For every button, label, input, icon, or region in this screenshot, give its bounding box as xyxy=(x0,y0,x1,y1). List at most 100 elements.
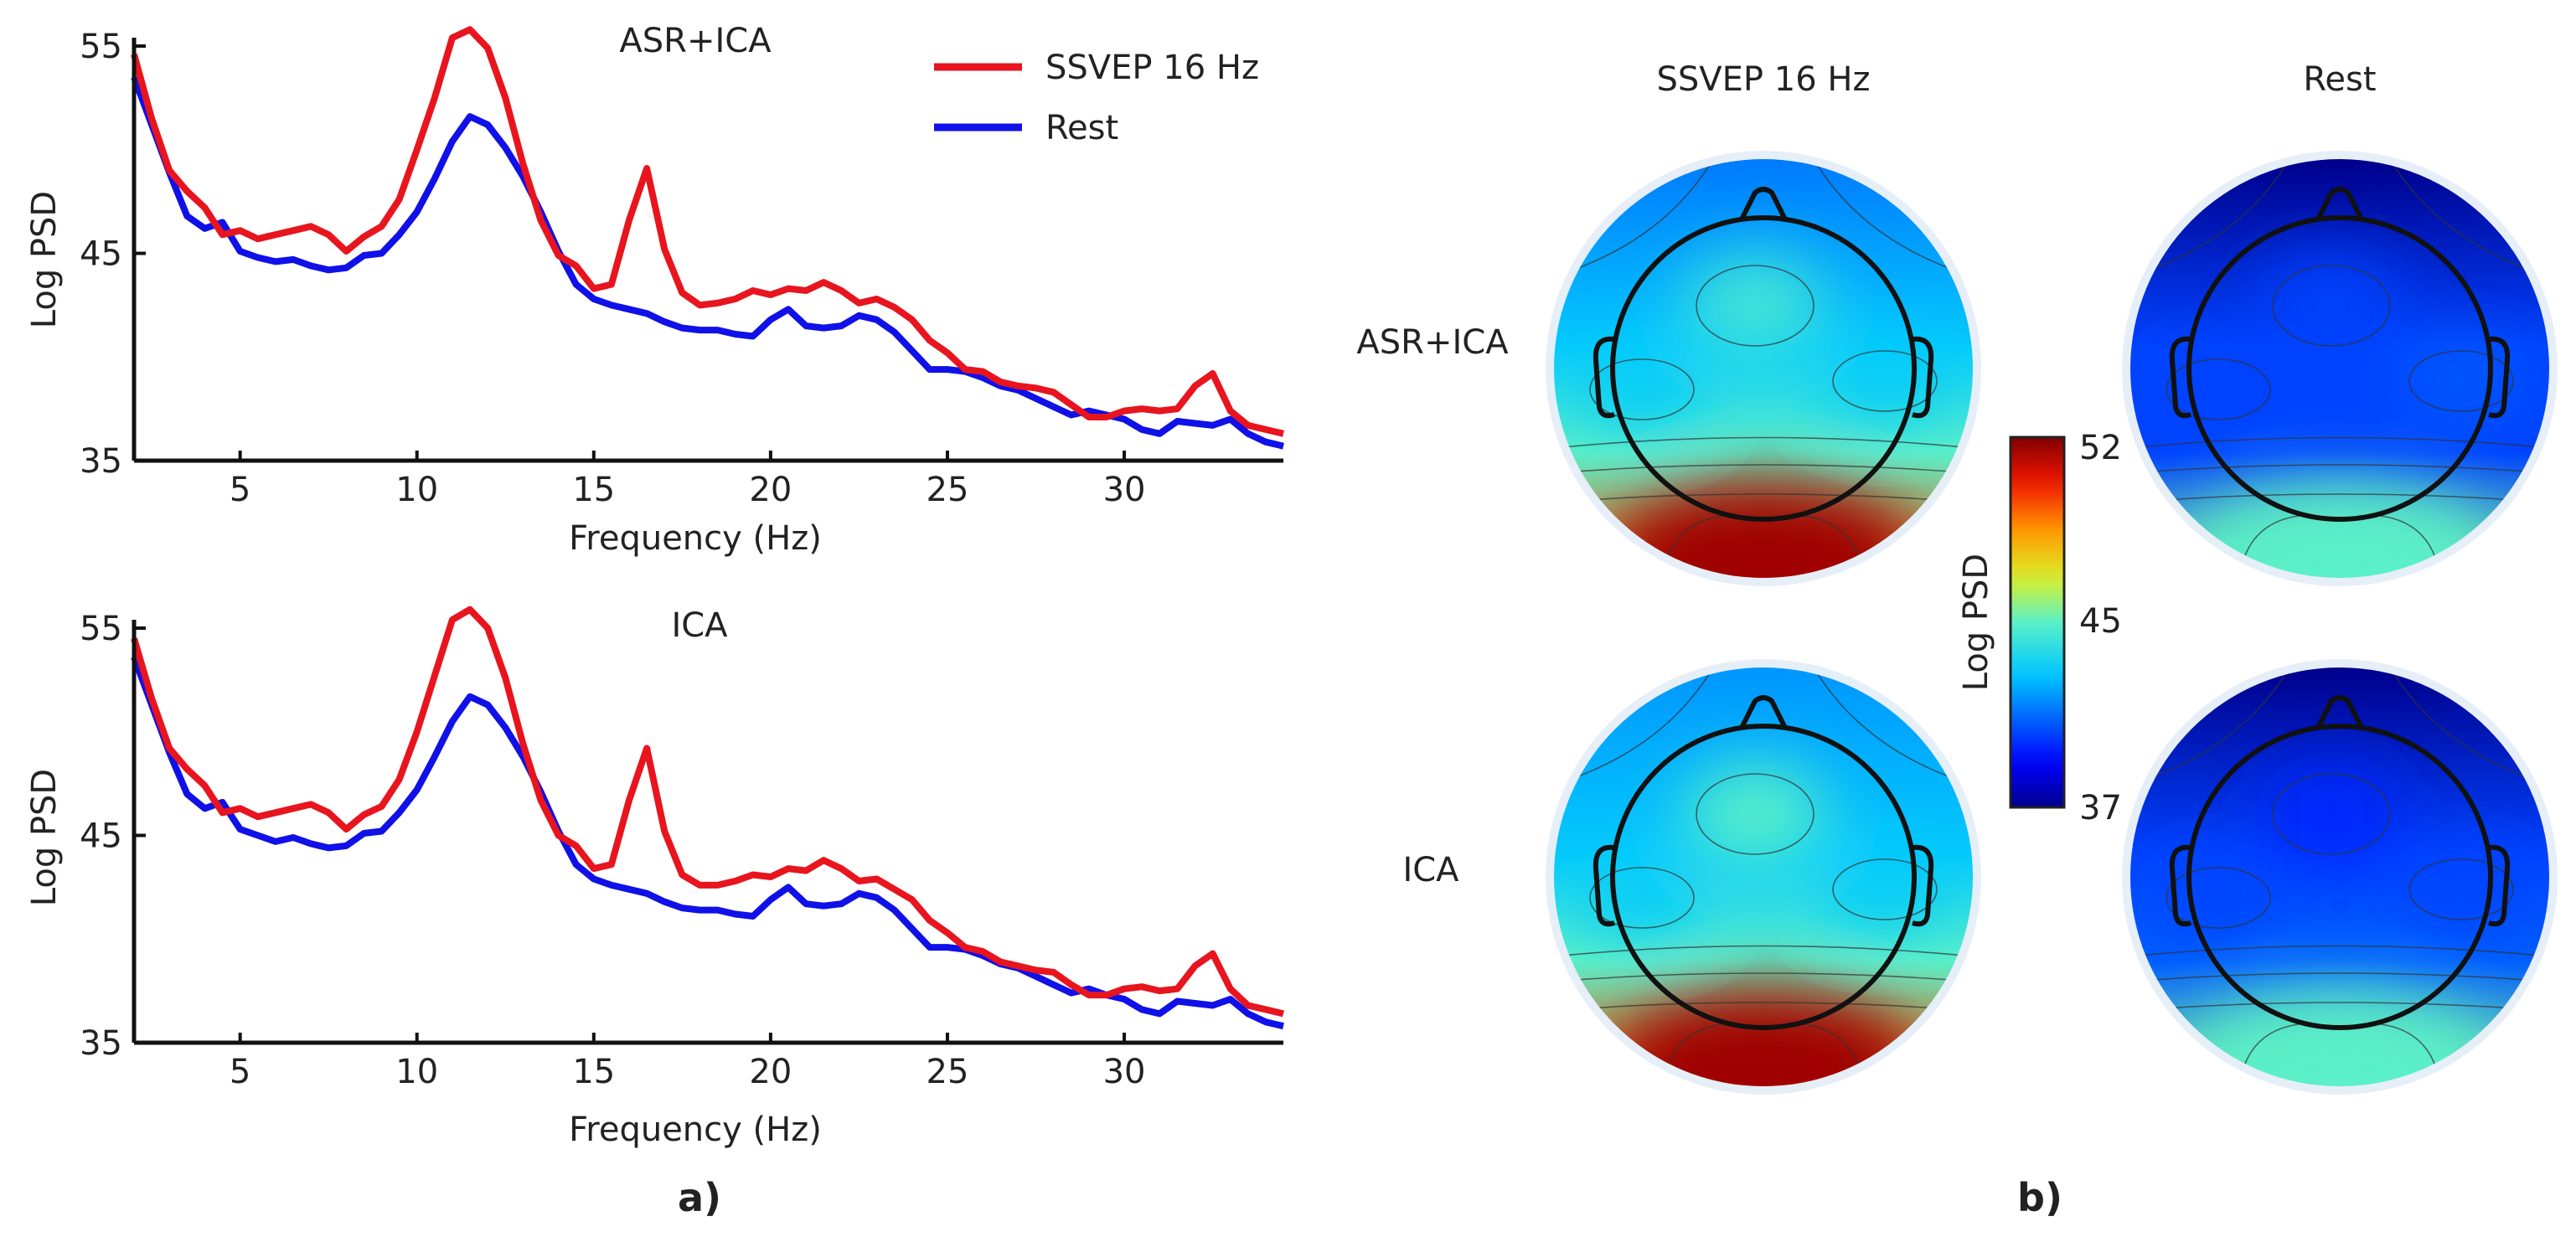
head-outline xyxy=(1610,215,1917,522)
contour-line xyxy=(1589,867,1695,929)
contour-line xyxy=(1554,464,1973,474)
contour-line xyxy=(1832,858,1938,920)
contour-line xyxy=(2408,858,2514,920)
x-tick-label: 20 xyxy=(749,1053,792,1091)
topo-blob-occipital xyxy=(2181,990,2499,1086)
contour-line xyxy=(1554,159,1714,277)
series-line-rest xyxy=(131,75,1284,450)
contour-line xyxy=(2130,159,2290,277)
contour-line xyxy=(1813,159,1973,277)
contour-line xyxy=(1589,358,1695,420)
topo-blob-occipital xyxy=(1604,990,1923,1086)
x-tick-label: 15 xyxy=(572,471,615,509)
colorbar-tick-min: 37 xyxy=(2079,789,2122,827)
right-ear-outline xyxy=(2488,844,2511,927)
contour-line xyxy=(2272,265,2391,347)
left-ear-outline xyxy=(1593,844,1615,927)
legend-label-rest: Rest xyxy=(1045,109,1118,147)
topo-blob-frontal xyxy=(1684,255,1826,356)
x-tick-label: 10 xyxy=(395,471,438,509)
contour-line xyxy=(2130,436,2549,449)
left-ear-outline xyxy=(2169,844,2191,927)
contour-line xyxy=(2389,159,2549,277)
x-tick-label: 30 xyxy=(1103,1053,1146,1091)
topo-maps xyxy=(1546,151,2558,1095)
contour-line xyxy=(2166,358,2271,420)
x-tick-label: 20 xyxy=(749,471,792,509)
y-tick-label: 45 xyxy=(80,817,122,856)
topo-blob-frontal xyxy=(2260,764,2403,864)
x-tick-label: 25 xyxy=(927,1053,969,1091)
x-tick-label: 5 xyxy=(230,471,250,509)
row-label-asr-ica: ASR+ICA xyxy=(1356,323,1509,362)
right-ear-outline xyxy=(2488,336,2511,419)
series-line-ssvep xyxy=(131,606,1284,1018)
legend: SSVEP 16 Hz Rest xyxy=(934,49,1259,147)
column-label-ssvep: SSVEP 16 Hz xyxy=(1657,60,1871,99)
contour-line xyxy=(1813,667,1973,786)
series-line-ssvep xyxy=(131,26,1284,437)
contour-line xyxy=(2130,945,2549,957)
contour-line xyxy=(1696,265,1815,347)
contour-line xyxy=(2389,667,2549,786)
column-label-rest: Rest xyxy=(2303,60,2376,99)
contour-line xyxy=(2130,1002,2549,1012)
right-ear-outline xyxy=(1912,844,1934,927)
x-tick-label: 25 xyxy=(927,471,969,509)
topo-blob-frontal xyxy=(2260,255,2403,356)
topo-map-ssvep-asr-ica xyxy=(1546,151,1981,586)
y-tick-label: 55 xyxy=(80,28,122,66)
y-axis-title: Log PSD xyxy=(25,769,64,906)
left-ear-outline xyxy=(2169,336,2191,419)
contour-line xyxy=(1832,350,1938,412)
line-chart-ica: ICA Frequency (Hz) Log PSD 5 10 15 20 25 30 35… xyxy=(25,606,1284,1149)
topo-blob-frontal xyxy=(1684,764,1826,864)
contour-line xyxy=(2130,667,2290,786)
y-tick-label: 55 xyxy=(80,610,122,648)
panel-letter-b: b) xyxy=(2017,1175,2062,1220)
contour-line xyxy=(2408,350,2514,412)
head-outline xyxy=(2186,724,2493,1030)
nose-outline xyxy=(2315,187,2364,221)
chart-title: ICA xyxy=(671,606,728,645)
x-tick-label: 5 xyxy=(230,1053,250,1091)
colorbar-gradient xyxy=(2009,436,2066,809)
nose-outline xyxy=(1739,187,1788,221)
contour-line xyxy=(1554,436,1973,449)
colorbar: 52 45 37 Log PSD xyxy=(1957,429,2122,827)
x-tick-label: 30 xyxy=(1103,471,1146,509)
topo-blob-occipital xyxy=(1604,482,1923,578)
line-chart-asr-ica: ASR+ICA Frequency (Hz) Log PSD SSVEP 16 … xyxy=(25,22,1284,558)
topo-blob-occipital xyxy=(2181,482,2499,578)
right-ear-outline xyxy=(1912,336,1934,419)
colorbar-tick-max: 52 xyxy=(2079,429,2122,467)
head-outline xyxy=(1610,724,1917,1030)
contour-line xyxy=(1696,773,1815,855)
y-tick-label: 35 xyxy=(80,442,122,481)
x-axis-title: Frequency (Hz) xyxy=(569,1111,822,1149)
contour-line xyxy=(2272,773,2391,855)
left-ear-outline xyxy=(1593,336,1615,419)
x-tick-label: 10 xyxy=(395,1053,438,1091)
contour-line xyxy=(1554,493,1973,503)
y-tick-label: 35 xyxy=(80,1024,122,1063)
contour-line xyxy=(2166,867,2271,929)
head-outline xyxy=(2186,215,2493,522)
nose-outline xyxy=(2315,695,2364,729)
contour-line xyxy=(1554,972,1973,982)
topo-map-rest-asr-ica xyxy=(2122,151,2558,586)
contour-line xyxy=(2130,972,2549,982)
panel-letter-a: a) xyxy=(678,1175,721,1220)
legend-label-ssvep: SSVEP 16 Hz xyxy=(1045,49,1259,87)
contour-line xyxy=(1554,667,1714,786)
contour-line xyxy=(2130,493,2549,503)
nose-outline xyxy=(1739,695,1788,729)
topography-panel: SSVEP 16 Hz Rest ASR+ICA ICA 52 45 37 Lo… xyxy=(1356,60,2558,1095)
x-axis-title: Frequency (Hz) xyxy=(569,519,822,558)
series-line-rest xyxy=(131,656,1284,1030)
topo-map-rest-ica xyxy=(2122,659,2558,1095)
y-axis-title: Log PSD xyxy=(25,191,64,328)
x-tick-label: 15 xyxy=(572,1053,615,1091)
chart-title: ASR+ICA xyxy=(619,22,772,60)
